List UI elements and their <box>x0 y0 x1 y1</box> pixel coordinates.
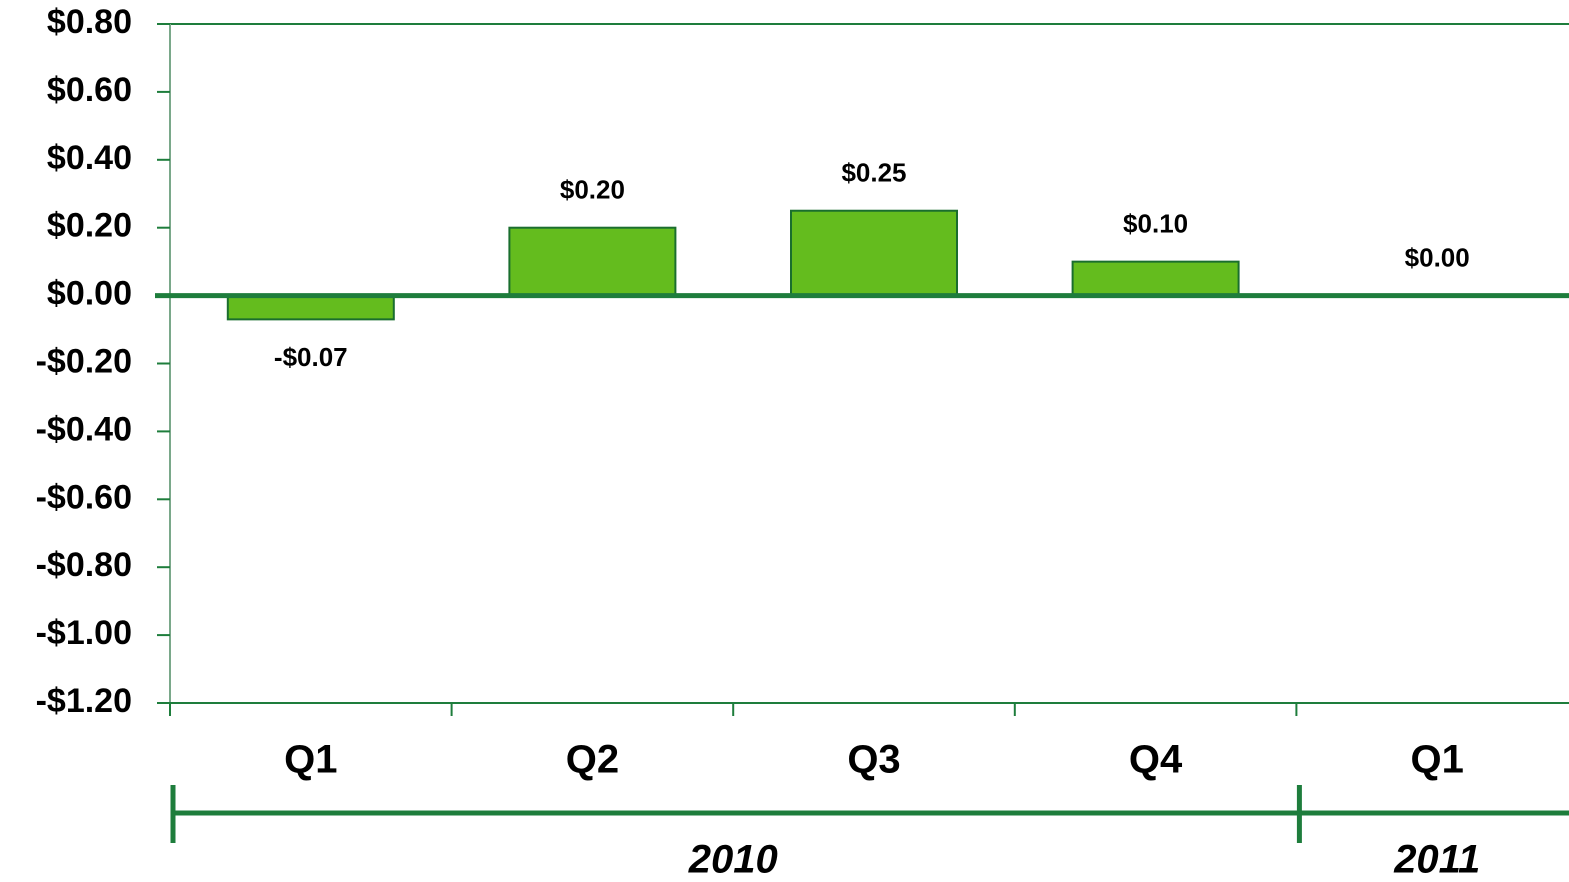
y-tick-label: -$1.20 <box>36 682 132 720</box>
x-tick-label: Q4 <box>1129 738 1183 782</box>
data-label: $0.20 <box>560 175 625 205</box>
bar <box>508 226 677 297</box>
y-tick-label: $0.40 <box>47 139 132 177</box>
x-tick-label: Q3 <box>847 738 900 782</box>
data-label: -$0.07 <box>274 342 348 372</box>
y-tick-label: -$0.20 <box>36 342 132 380</box>
bar <box>226 294 395 321</box>
group-label: 2010 <box>688 838 778 882</box>
y-tick-label: $0.80 <box>47 3 132 41</box>
y-tick-label: $0.20 <box>47 207 132 245</box>
y-tick-label: $0.00 <box>47 275 132 313</box>
x-tick-label: Q2 <box>566 738 619 782</box>
bar <box>1071 260 1240 297</box>
x-tick-label: Q1 <box>284 738 337 782</box>
y-tick-label: -$1.00 <box>36 614 132 652</box>
y-tick-label: -$0.80 <box>36 546 132 584</box>
data-label: $0.10 <box>1123 209 1188 239</box>
y-tick-label: -$0.40 <box>36 410 132 448</box>
data-label: $0.00 <box>1405 242 1470 272</box>
y-tick-label: $0.60 <box>47 71 132 109</box>
bar <box>790 209 958 297</box>
y-tick-label: -$0.60 <box>36 478 132 516</box>
data-label: $0.25 <box>841 158 906 188</box>
x-tick-label: Q1 <box>1411 738 1464 782</box>
group-label: 2011 <box>1393 838 1480 882</box>
